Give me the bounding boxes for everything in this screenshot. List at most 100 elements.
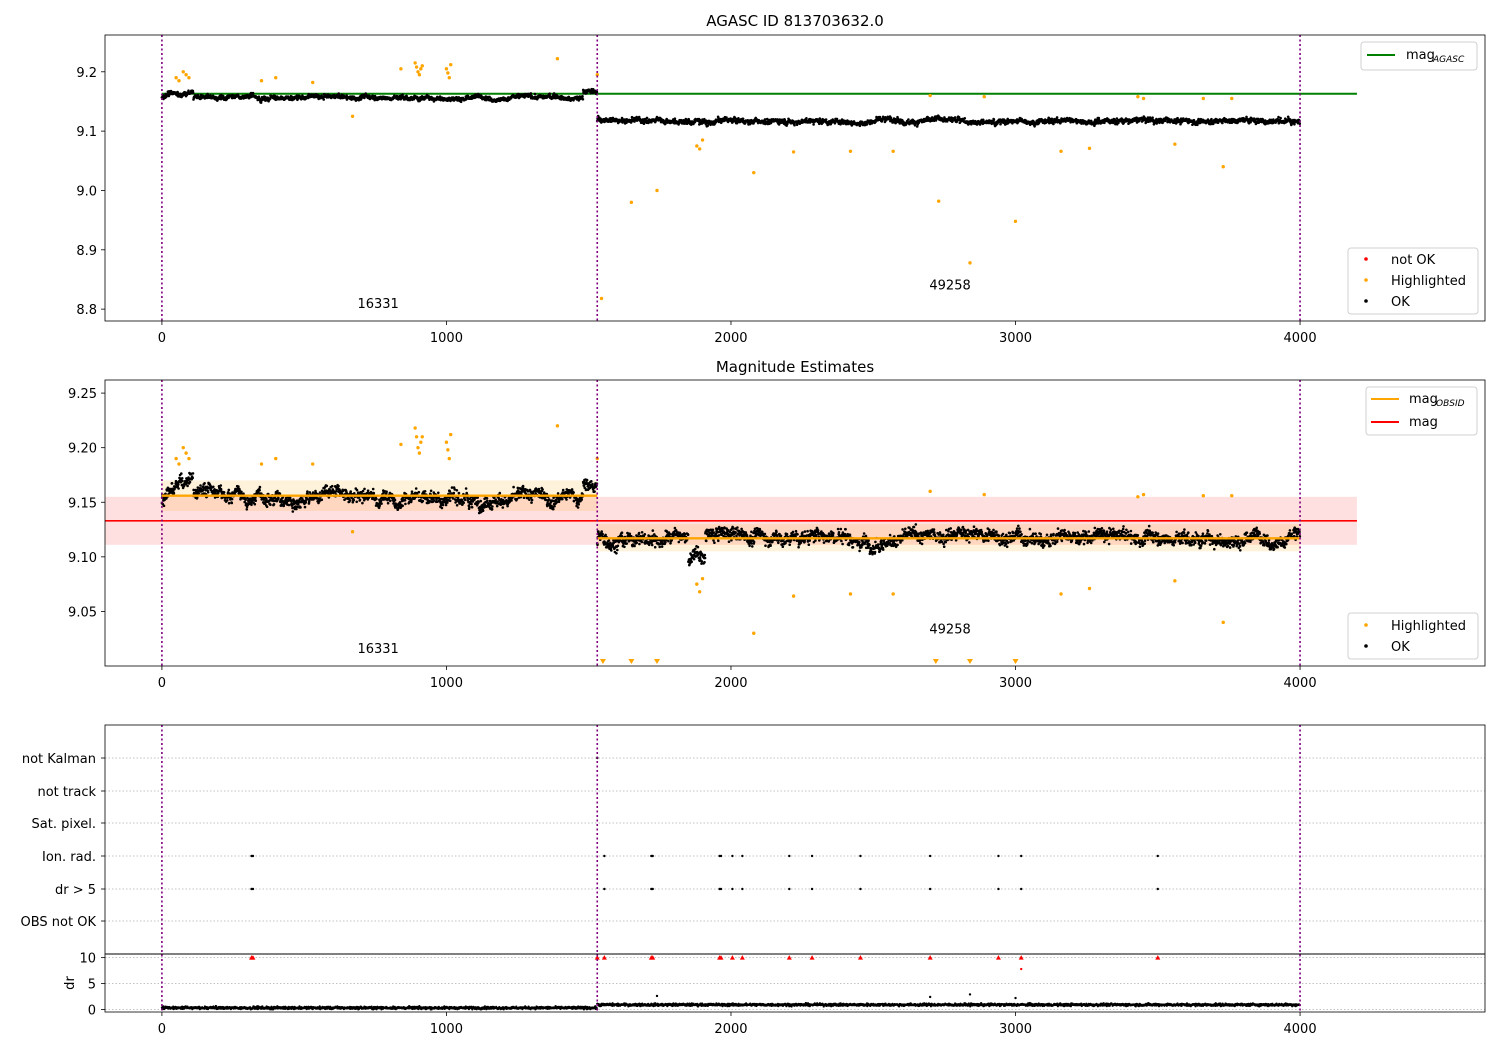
- y-tick-label: 9.20: [68, 442, 97, 457]
- ok-point: [355, 488, 359, 492]
- y-tick-label: 9.0: [76, 184, 97, 199]
- legend-label: not OK: [1391, 253, 1436, 268]
- legend-marker: [1364, 278, 1368, 282]
- ok-point: [401, 504, 405, 508]
- ok-point: [325, 484, 329, 488]
- highlighted-point: [274, 76, 278, 80]
- ok-point: [421, 499, 425, 503]
- obsid-annotation: 49258: [929, 279, 970, 294]
- highlighted-point: [752, 170, 756, 175]
- highlighted-point: [447, 76, 451, 80]
- highlighted-point: [791, 150, 796, 154]
- ok-point: [907, 118, 910, 121]
- ok-point: [291, 510, 295, 513]
- x-tick-label: 1000: [430, 676, 463, 691]
- ok-point: [491, 505, 494, 508]
- ok-point: [501, 506, 505, 509]
- highlighted-point: [1221, 165, 1225, 169]
- ok-point: [595, 90, 599, 94]
- ok-point: [386, 501, 390, 505]
- ok-point: [375, 497, 378, 501]
- y-tick-label: 9.2: [76, 66, 97, 81]
- ok-point: [385, 490, 388, 494]
- ok-point: [438, 95, 442, 98]
- ok-point: [452, 491, 456, 495]
- ok-point: [446, 501, 449, 504]
- ok-point: [457, 491, 461, 495]
- x-tick-label: 0: [158, 331, 166, 346]
- ok-point: [481, 509, 485, 512]
- highlighted-point: [1141, 96, 1146, 101]
- ok-point: [417, 490, 421, 494]
- highlighted-point: [982, 95, 986, 99]
- ok-point: [330, 484, 334, 488]
- ok-point: [162, 504, 166, 508]
- ok-point: [349, 490, 353, 493]
- y-tick-label: 8.8: [76, 303, 97, 318]
- ok-points: [160, 87, 1301, 128]
- ok-point: [318, 491, 322, 494]
- ok-point: [227, 501, 231, 505]
- highlighted-point: [413, 61, 417, 65]
- ok-point: [372, 491, 376, 495]
- ok-point: [530, 498, 534, 502]
- ok-point: [267, 99, 270, 103]
- axes-frame: [104, 34, 1486, 322]
- ok-point: [432, 100, 436, 103]
- ok-point: [512, 485, 515, 489]
- ok-point: [253, 502, 257, 506]
- ok-point: [276, 489, 279, 493]
- ok-point: [219, 484, 223, 487]
- ok-point: [548, 92, 551, 95]
- ok-point: [371, 487, 375, 491]
- ok-point: [464, 487, 468, 490]
- ok-point: [304, 501, 308, 504]
- ok-point: [763, 118, 767, 121]
- ok-point: [222, 491, 226, 494]
- highlighted-point: [697, 147, 702, 151]
- ok-point: [1055, 116, 1059, 119]
- ok-point: [366, 489, 370, 493]
- ok-point: [486, 499, 489, 503]
- ok-point: [259, 101, 263, 104]
- ok-point: [448, 499, 452, 503]
- ok-point: [180, 477, 184, 480]
- ok-point: [197, 492, 200, 495]
- ok-point: [463, 498, 467, 502]
- ok-point: [805, 117, 808, 120]
- obsid-annotation: 16331: [357, 297, 398, 312]
- ok-point: [441, 503, 445, 507]
- ok-point: [299, 506, 302, 509]
- ok-point: [824, 118, 828, 121]
- ok-point: [181, 479, 184, 483]
- ok-point: [363, 487, 366, 491]
- ok-point: [468, 505, 471, 509]
- ok-point: [515, 497, 519, 501]
- highlighted-point: [187, 76, 191, 80]
- highlighted-point: [181, 70, 185, 74]
- ok-point: [348, 499, 352, 502]
- ok-point: [191, 472, 195, 475]
- highlighted-point: [1173, 142, 1177, 146]
- ok-point: [199, 484, 202, 487]
- ok-point: [272, 503, 276, 506]
- y-tick-label: 9.10: [68, 551, 97, 566]
- ok-point: [1279, 116, 1282, 120]
- ok-point: [237, 485, 240, 488]
- ok-point: [645, 116, 649, 120]
- ok-point: [170, 482, 174, 485]
- highlighted-point: [936, 199, 941, 203]
- x-tick-label: 4000: [1284, 331, 1317, 346]
- ok-point: [581, 95, 584, 98]
- ok-point: [462, 501, 466, 505]
- ok-point: [245, 508, 249, 511]
- legend-label: Highlighted: [1391, 274, 1466, 289]
- x-tick-label: 1000: [430, 331, 463, 346]
- ok-point: [490, 507, 494, 511]
- ok-point: [1293, 123, 1296, 126]
- ok-point: [793, 123, 796, 127]
- ok-point: [510, 499, 513, 502]
- ok-point: [379, 499, 383, 503]
- y-tick-label: 9.15: [68, 496, 97, 511]
- ok-point: [277, 496, 280, 500]
